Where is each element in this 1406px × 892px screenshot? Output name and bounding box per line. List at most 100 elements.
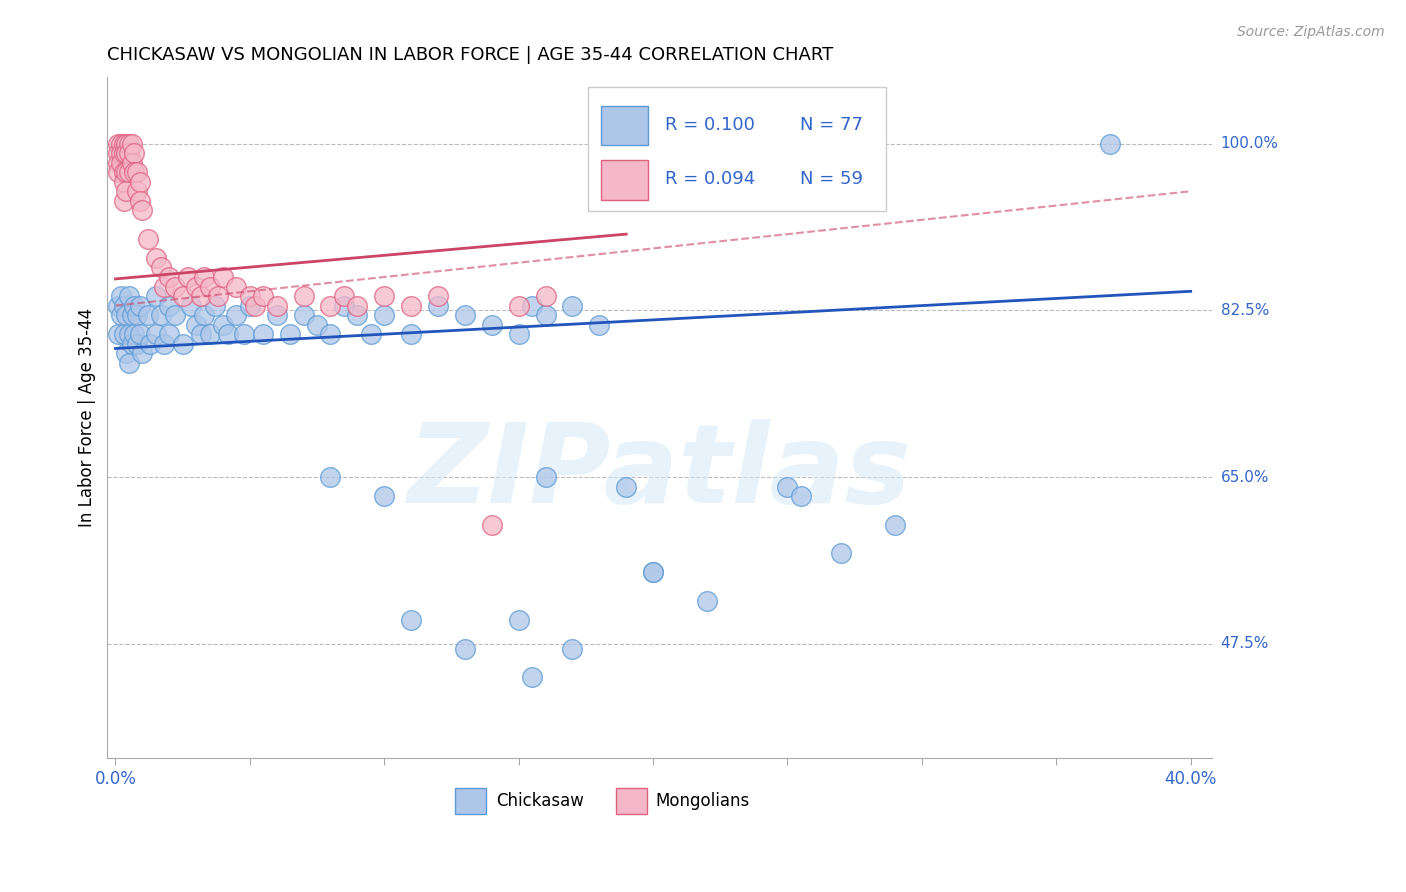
Point xyxy=(508,327,530,342)
FancyBboxPatch shape xyxy=(456,789,486,814)
Point xyxy=(153,279,176,293)
Point xyxy=(115,184,138,198)
Point xyxy=(508,613,530,627)
Point xyxy=(373,308,395,322)
Point xyxy=(110,308,132,322)
Point xyxy=(239,299,262,313)
Point xyxy=(641,566,664,580)
Point xyxy=(245,299,267,313)
Point xyxy=(115,308,138,322)
Point xyxy=(193,308,215,322)
Text: Chickasaw: Chickasaw xyxy=(496,792,583,810)
Point xyxy=(121,136,143,151)
Point xyxy=(454,308,477,322)
Point xyxy=(360,327,382,342)
Point xyxy=(112,327,135,342)
Point xyxy=(122,146,145,161)
Point xyxy=(225,279,247,293)
Point xyxy=(136,232,159,246)
Point xyxy=(107,299,129,313)
Point xyxy=(399,327,422,342)
Point xyxy=(145,327,167,342)
Point xyxy=(107,327,129,342)
Point xyxy=(128,175,150,189)
Point xyxy=(319,327,342,342)
Point xyxy=(157,299,180,313)
Point xyxy=(172,289,194,303)
FancyBboxPatch shape xyxy=(588,87,886,211)
Point xyxy=(122,165,145,179)
Point xyxy=(217,327,239,342)
Point xyxy=(145,289,167,303)
Point xyxy=(193,270,215,285)
Point xyxy=(107,165,129,179)
Point xyxy=(121,308,143,322)
Point xyxy=(122,299,145,313)
Point xyxy=(184,318,207,332)
Point xyxy=(150,260,173,275)
Text: N = 59: N = 59 xyxy=(800,170,863,188)
Point xyxy=(225,308,247,322)
Text: R = 0.094: R = 0.094 xyxy=(665,170,755,188)
Point xyxy=(776,480,799,494)
Point xyxy=(198,279,221,293)
Point xyxy=(112,194,135,208)
Point xyxy=(110,136,132,151)
Point xyxy=(333,289,356,303)
Point xyxy=(520,670,543,684)
Point xyxy=(107,136,129,151)
Point xyxy=(121,155,143,169)
Point xyxy=(520,299,543,313)
Point xyxy=(128,194,150,208)
Point xyxy=(177,270,200,285)
FancyBboxPatch shape xyxy=(602,105,648,145)
Point xyxy=(534,289,557,303)
Point xyxy=(534,470,557,484)
Point xyxy=(508,299,530,313)
Point xyxy=(696,594,718,608)
Point xyxy=(110,146,132,161)
Text: CHICKASAW VS MONGOLIAN IN LABOR FORCE | AGE 35-44 CORRELATION CHART: CHICKASAW VS MONGOLIAN IN LABOR FORCE | … xyxy=(107,46,834,64)
Point xyxy=(118,146,141,161)
Point xyxy=(399,613,422,627)
Point xyxy=(481,318,503,332)
Point xyxy=(292,308,315,322)
Point xyxy=(830,546,852,560)
Text: 82.5%: 82.5% xyxy=(1220,303,1268,318)
Point xyxy=(125,184,148,198)
Point xyxy=(118,327,141,342)
Point xyxy=(614,480,637,494)
Text: Source: ZipAtlas.com: Source: ZipAtlas.com xyxy=(1237,25,1385,39)
Point xyxy=(319,299,342,313)
Point xyxy=(121,336,143,351)
Text: R = 0.100: R = 0.100 xyxy=(665,116,755,134)
Text: 65.0%: 65.0% xyxy=(1220,469,1270,484)
Point xyxy=(157,270,180,285)
Point xyxy=(319,470,342,484)
Point xyxy=(107,146,129,161)
Point xyxy=(136,308,159,322)
Point xyxy=(125,165,148,179)
Point xyxy=(139,336,162,351)
Point xyxy=(112,175,135,189)
Point xyxy=(204,299,226,313)
Point xyxy=(172,336,194,351)
Point xyxy=(153,336,176,351)
Point xyxy=(131,203,153,218)
Point xyxy=(118,289,141,303)
Point xyxy=(561,641,583,656)
Point xyxy=(305,318,328,332)
Point xyxy=(373,289,395,303)
Point xyxy=(373,489,395,503)
Text: N = 77: N = 77 xyxy=(800,116,863,134)
Point xyxy=(125,336,148,351)
Point xyxy=(1099,136,1122,151)
Point xyxy=(292,289,315,303)
Point xyxy=(239,289,262,303)
Point xyxy=(118,136,141,151)
Point xyxy=(641,566,664,580)
Point xyxy=(112,146,135,161)
Point xyxy=(534,308,557,322)
Point xyxy=(190,289,212,303)
Point xyxy=(346,299,368,313)
